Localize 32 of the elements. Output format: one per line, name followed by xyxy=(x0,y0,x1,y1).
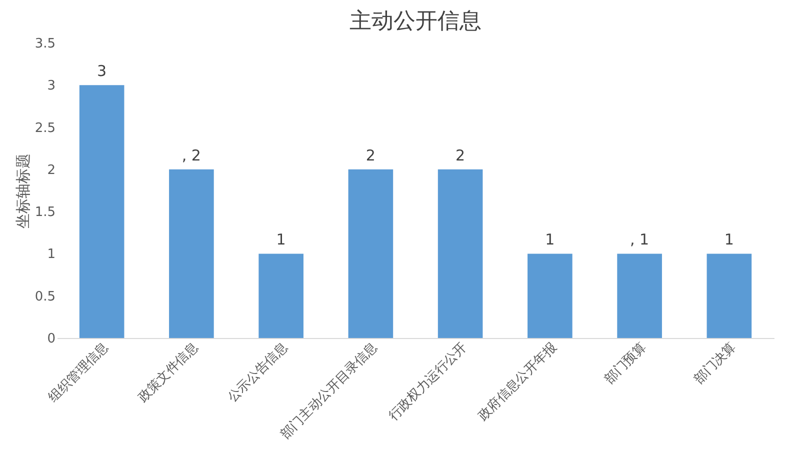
y-tick-label: 1.5 xyxy=(34,205,56,220)
x-tick-label: 政策文件信息 xyxy=(136,340,202,406)
y-tick-label: 2.5 xyxy=(34,120,56,136)
y-tick-label: 3 xyxy=(47,78,56,94)
x-tick-label: 政府信息公开年报 xyxy=(474,339,560,424)
y-tick-label: 2 xyxy=(47,162,56,178)
bar xyxy=(79,85,124,338)
bar xyxy=(617,254,662,338)
x-tick-label: 部门决算 xyxy=(691,339,740,388)
data-label: 1 xyxy=(276,230,286,249)
data-label: , 1 xyxy=(630,230,650,249)
data-label: 3 xyxy=(97,62,107,80)
bar xyxy=(169,169,214,338)
data-label: 1 xyxy=(545,230,555,249)
data-label: 1 xyxy=(724,230,734,249)
bar xyxy=(348,169,394,338)
chart-title: 主动公开信息 xyxy=(350,9,482,34)
data-label: , 2 xyxy=(182,146,201,164)
x-tick-label: 公示公告信息 xyxy=(225,340,291,406)
data-label: 2 xyxy=(456,146,466,164)
y-tick-label: 1 xyxy=(47,247,56,262)
data-label: 2 xyxy=(366,146,376,164)
bar xyxy=(438,169,483,338)
x-tick-label: 部门预算 xyxy=(601,339,650,388)
x-tick-label: 行政权力运行公开 xyxy=(386,340,470,424)
y-axis-title: 坐标轴标题 xyxy=(14,154,32,228)
y-tick-label: 0 xyxy=(47,332,56,346)
y-tick-label: 0.5 xyxy=(34,289,56,304)
bar xyxy=(706,254,752,338)
bar xyxy=(258,254,304,338)
y-tick-label: 3.5 xyxy=(34,36,56,52)
bar xyxy=(528,254,572,338)
